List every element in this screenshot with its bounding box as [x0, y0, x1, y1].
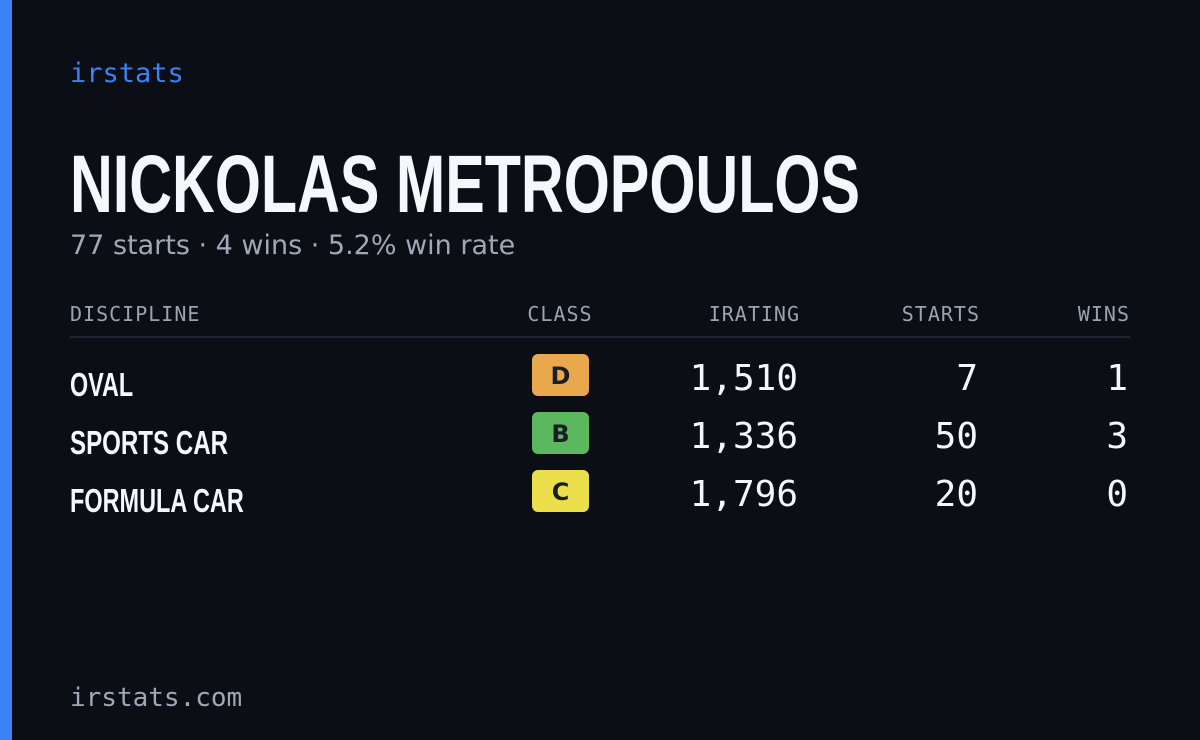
subtitle: 77 starts · 4 wins · 5.2% win rate — [70, 230, 515, 261]
irating: 1,510 — [690, 358, 798, 399]
column-header: WINS — [1078, 302, 1130, 326]
discipline: SPORTS CAR — [70, 424, 228, 461]
player-name: NICKOLAS METROPOULOS — [70, 139, 860, 230]
class-letter: D — [551, 362, 571, 390]
footer: irstats.com — [70, 683, 242, 713]
column-header: STARTS — [902, 302, 980, 326]
irating: 1,336 — [690, 416, 798, 457]
wins: 0 — [1106, 474, 1128, 515]
class-badge — [532, 470, 589, 512]
discipline: OVAL — [70, 366, 133, 403]
irating: 1,796 — [690, 474, 798, 515]
starts: 20 — [935, 474, 978, 515]
starts: 50 — [935, 416, 978, 457]
wins: 1 — [1106, 358, 1128, 399]
brand: irstats — [70, 58, 184, 89]
class-badge — [532, 412, 589, 454]
column-header: DISCIPLINE — [70, 302, 200, 326]
discipline: FORMULA CAR — [70, 482, 244, 519]
wins: 3 — [1106, 416, 1128, 457]
starts: 7 — [956, 358, 978, 399]
class-letter: C — [552, 478, 570, 506]
accent-bar — [0, 0, 12, 740]
class-letter: B — [551, 420, 569, 448]
column-header: IRATING — [709, 302, 800, 326]
class-badge — [532, 354, 589, 396]
column-header: CLASS — [527, 302, 592, 326]
